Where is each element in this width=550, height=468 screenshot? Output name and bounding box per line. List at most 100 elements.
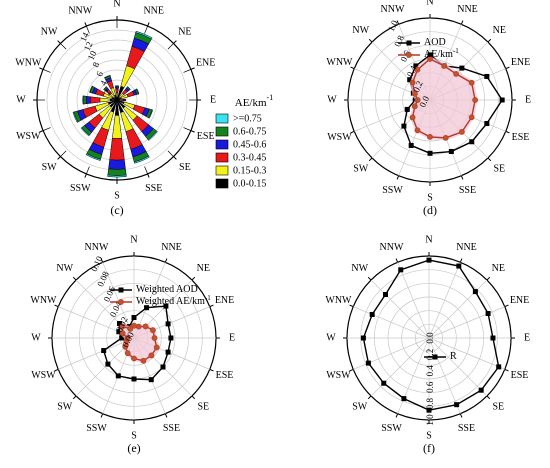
direction-tick xyxy=(460,20,464,25)
direction-label: NW xyxy=(351,263,368,274)
panel-c: N NNE NE ENE E ESE SE SSE S SSW SW WSW W WNW NW NNW 2468… xyxy=(15,0,273,217)
legend-swatch xyxy=(215,126,229,137)
direction-label: NW xyxy=(41,26,58,37)
stacked-bar-segment xyxy=(109,138,125,161)
direction-tick xyxy=(84,173,87,178)
aod-data-point xyxy=(168,335,174,341)
spoke xyxy=(353,337,430,370)
stacked-bar-segment xyxy=(115,88,119,94)
direction-label: SW xyxy=(352,402,368,413)
legend-swatch xyxy=(215,113,229,124)
aod-data-point xyxy=(456,263,462,269)
direction-tick xyxy=(147,22,150,27)
legend-entry: 0.6-0.75 xyxy=(233,126,266,137)
spoke xyxy=(183,127,192,131)
ae-data-point xyxy=(124,335,131,341)
stacked-bar-segment xyxy=(72,111,79,123)
radial-tick-label: 0.4 xyxy=(425,365,435,377)
radial-tick-label: 1.0 xyxy=(386,18,400,33)
direction-label: S xyxy=(426,430,432,441)
spoke xyxy=(370,279,430,339)
ae-data-point xyxy=(414,97,421,103)
aod-data-point xyxy=(496,364,502,370)
ae-data-point xyxy=(427,133,433,140)
spoke xyxy=(167,43,174,50)
radial-tick-label: 0.2 xyxy=(425,349,435,360)
direction-label: S xyxy=(427,192,433,203)
ae-data-point xyxy=(119,330,126,337)
direction-tick xyxy=(367,276,372,281)
direction-tick xyxy=(504,304,509,308)
direction-tick xyxy=(349,304,354,308)
direction-label: SSW xyxy=(70,183,91,194)
direction-label: W xyxy=(327,94,337,105)
direction-tick xyxy=(487,38,492,43)
direction-label: WNW xyxy=(326,57,353,68)
radial-tick-label: 6 xyxy=(94,69,105,78)
direction-label: N xyxy=(113,0,120,9)
direction-label: SSE xyxy=(459,185,476,196)
stacked-bar-segment xyxy=(89,85,93,93)
direction-tick xyxy=(164,258,168,263)
direction-label: WSW xyxy=(31,370,56,381)
direction-label: NNE xyxy=(143,6,164,17)
spoke xyxy=(353,306,430,339)
ae-data-point xyxy=(411,103,418,110)
direction-label: WSW xyxy=(16,131,41,142)
direction-tick xyxy=(54,368,59,372)
direction-tick xyxy=(350,66,355,70)
direction-label: NW xyxy=(56,263,73,274)
stacked-bar-segment xyxy=(135,30,153,40)
ae-data-point xyxy=(153,344,160,351)
direction-tick xyxy=(100,258,104,263)
spoke xyxy=(42,69,51,73)
legend-marker xyxy=(432,354,438,360)
aod-data-point xyxy=(101,348,107,354)
aod-data-point xyxy=(105,361,111,367)
aod-data-point xyxy=(490,335,496,341)
direction-label: E xyxy=(229,332,235,343)
direction-tick xyxy=(504,368,509,372)
direction-label: E xyxy=(525,94,531,105)
legend-swatch xyxy=(215,152,229,163)
direction-label: N xyxy=(130,234,137,245)
ae-data-point xyxy=(148,352,155,359)
ae-data-point xyxy=(468,79,475,86)
ae-data-point xyxy=(442,134,449,141)
direction-label: WNW xyxy=(30,295,57,306)
stacked-bar-segment xyxy=(99,97,111,103)
legend-marker xyxy=(118,287,124,293)
direction-tick xyxy=(190,130,195,133)
legend-entry: >=0.75 xyxy=(233,113,262,124)
stacked-bar-segment xyxy=(148,109,154,119)
stacked-bar-segment xyxy=(103,74,111,79)
spoke xyxy=(60,150,67,157)
legend-swatch xyxy=(215,178,229,189)
spoke xyxy=(428,337,505,370)
direction-label: SSE xyxy=(145,183,162,194)
radial-tick-label: 1.0 xyxy=(425,414,435,426)
aod-data-point xyxy=(485,311,491,317)
spoke xyxy=(144,25,148,34)
radial-tick-label: 0.0 xyxy=(425,332,435,344)
direction-label: SE xyxy=(179,162,191,173)
panel-label: (c) xyxy=(110,203,123,217)
aod-data-point xyxy=(478,387,484,393)
aod-data-point xyxy=(484,121,490,127)
direction-label: ENE xyxy=(215,295,234,306)
aod-data-point xyxy=(427,150,433,156)
spoke xyxy=(60,43,67,50)
panel-e: NNNENEENEEESESESSESSSWSWWSWWWNWNWNNW0.00… xyxy=(30,234,235,454)
direction-label: SE xyxy=(197,402,209,413)
legend-swatch xyxy=(215,139,229,150)
aod-data-point xyxy=(484,73,490,79)
radial-tick-label: 0.4 xyxy=(405,64,419,79)
ae-data-point xyxy=(127,326,134,332)
aod-data-point xyxy=(401,123,407,129)
aod-data-point xyxy=(117,321,123,327)
direction-label: SW xyxy=(353,164,369,175)
stacked-bar-segment xyxy=(112,115,122,139)
direction-label: NE xyxy=(493,25,506,36)
ae-data-point xyxy=(409,114,416,121)
direction-tick xyxy=(191,276,196,281)
